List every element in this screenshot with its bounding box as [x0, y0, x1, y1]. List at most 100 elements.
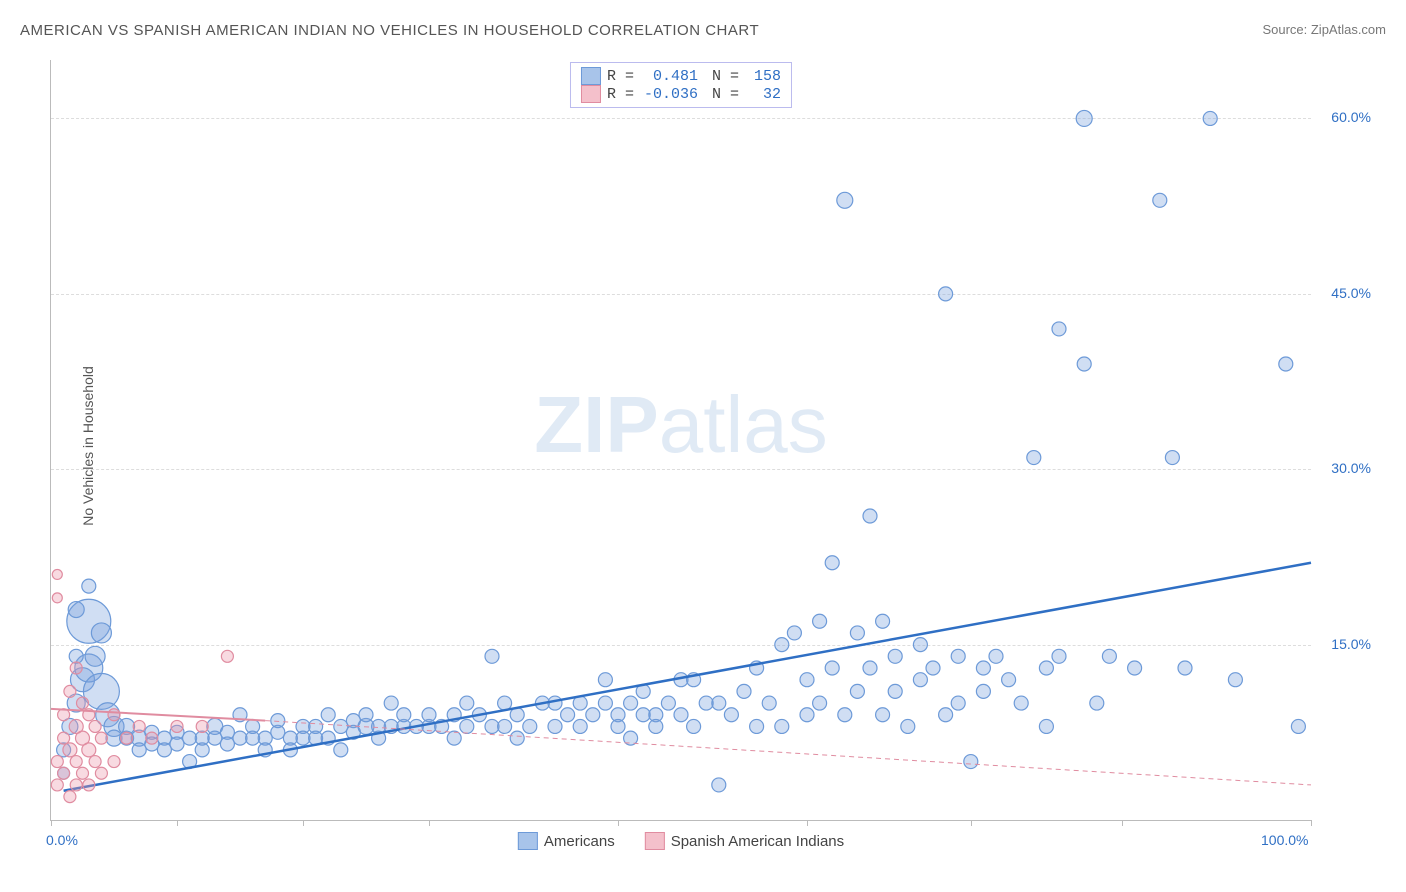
data-point: [976, 684, 990, 698]
data-point: [195, 731, 209, 745]
data-point: [85, 646, 105, 666]
x-tick: [429, 820, 430, 826]
data-point: [863, 661, 877, 675]
data-point: [813, 614, 827, 628]
data-point: [850, 684, 864, 698]
data-point: [69, 649, 83, 663]
x-tick: [177, 820, 178, 826]
data-point: [837, 192, 853, 208]
data-point: [523, 719, 537, 733]
data-point: [825, 556, 839, 570]
data-point: [712, 778, 726, 792]
data-point: [70, 756, 82, 768]
n-label: N =: [712, 86, 739, 103]
r-value: 0.481: [640, 68, 698, 85]
data-point: [1165, 451, 1179, 465]
data-point: [146, 732, 158, 744]
n-value: 158: [745, 68, 781, 85]
r-value: -0.036: [640, 86, 698, 103]
data-point: [397, 708, 411, 722]
data-point: [548, 719, 562, 733]
data-point: [68, 602, 84, 618]
data-point: [1002, 673, 1016, 687]
data-point: [951, 649, 965, 663]
data-point: [221, 650, 233, 662]
data-point: [939, 287, 953, 301]
x-tick: [1122, 820, 1123, 826]
data-point: [77, 697, 89, 709]
stats-row: R = -0.036 N = 32: [581, 85, 781, 103]
data-point: [800, 708, 814, 722]
data-point: [121, 732, 133, 744]
data-point: [1077, 357, 1091, 371]
data-point: [233, 731, 247, 745]
data-point: [598, 696, 612, 710]
legend-label: Spanish American Indians: [671, 833, 844, 850]
data-point: [183, 731, 197, 745]
x-tick: [51, 820, 52, 826]
data-point: [825, 661, 839, 675]
legend-item: Americans: [518, 832, 615, 850]
data-point: [58, 767, 70, 779]
legend-swatch: [581, 67, 601, 85]
data-point: [800, 673, 814, 687]
data-point: [724, 708, 738, 722]
data-point: [1039, 719, 1053, 733]
data-point: [1076, 110, 1092, 126]
data-point: [64, 685, 76, 697]
data-point: [1090, 696, 1104, 710]
data-point: [108, 756, 120, 768]
data-point: [485, 649, 499, 663]
scatter-plot: [51, 60, 1311, 820]
data-point: [573, 719, 587, 733]
data-point: [687, 719, 701, 733]
data-point: [171, 720, 183, 732]
n-value: 32: [745, 86, 781, 103]
data-point: [750, 719, 764, 733]
data-point: [510, 731, 524, 745]
data-point: [926, 661, 940, 675]
data-point: [51, 756, 63, 768]
x-tick-label: 0.0%: [46, 832, 78, 848]
data-point: [91, 623, 111, 643]
data-point: [762, 696, 776, 710]
data-point: [296, 731, 310, 745]
data-point: [1039, 661, 1053, 675]
data-point: [52, 569, 62, 579]
data-point: [133, 720, 145, 732]
legend-swatch: [581, 85, 601, 103]
source-name: ZipAtlas.com: [1311, 22, 1386, 37]
data-point: [422, 708, 436, 722]
data-point: [89, 756, 101, 768]
x-tick-label: 100.0%: [1261, 832, 1308, 848]
data-point: [58, 732, 70, 744]
data-point: [636, 708, 650, 722]
data-point: [838, 708, 852, 722]
data-point: [1279, 357, 1293, 371]
data-point: [561, 708, 575, 722]
data-point: [649, 719, 663, 733]
data-point: [64, 791, 76, 803]
x-tick: [303, 820, 304, 826]
x-tick: [971, 820, 972, 826]
legend-label: Americans: [544, 833, 615, 850]
data-point: [334, 719, 348, 733]
data-point: [334, 743, 348, 757]
data-point: [737, 684, 751, 698]
data-point: [1014, 696, 1028, 710]
data-point: [699, 696, 713, 710]
x-tick: [618, 820, 619, 826]
data-point: [498, 719, 512, 733]
data-point: [863, 509, 877, 523]
chart-title: AMERICAN VS SPANISH AMERICAN INDIAN NO V…: [20, 22, 759, 39]
data-point: [309, 719, 323, 733]
data-point: [964, 755, 978, 769]
data-point: [674, 708, 688, 722]
data-point: [220, 725, 234, 739]
r-label: R =: [607, 86, 634, 103]
data-point: [1228, 673, 1242, 687]
data-point: [951, 696, 965, 710]
data-point: [661, 696, 675, 710]
data-point: [83, 779, 95, 791]
data-point: [1128, 661, 1142, 675]
